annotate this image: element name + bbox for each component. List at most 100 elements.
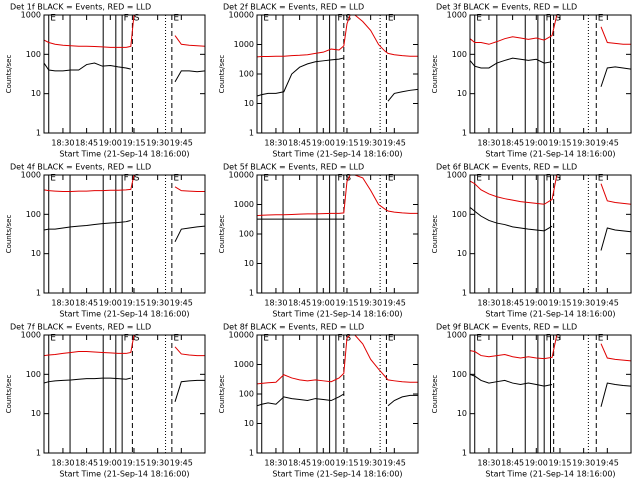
panel: Det 7f BLACK = Events, RED = LLD Counts/s… bbox=[5, 323, 206, 479]
x-tick-label: 18:45 bbox=[288, 459, 311, 468]
panel-title: Det 8f BLACK = Events, RED = LLD bbox=[223, 323, 364, 332]
event-label: S bbox=[555, 14, 561, 24]
plot-frame bbox=[43, 14, 206, 134]
x-tick-label: 19:15 bbox=[122, 299, 145, 308]
event-label: S bbox=[555, 174, 561, 184]
x-tick-label: 19:45 bbox=[596, 299, 619, 308]
x-tick-label: 18:30 bbox=[264, 299, 287, 308]
x-tick-label: 19:15 bbox=[548, 459, 571, 468]
panel: Det 9f BLACK = Events, RED = LLD Counts/s… bbox=[431, 323, 632, 479]
x-tick-label: 19:00 bbox=[525, 299, 548, 308]
y-tick-label: 100 bbox=[452, 210, 467, 219]
event-label: S bbox=[345, 14, 351, 24]
x-tick-label: 19:45 bbox=[383, 459, 406, 468]
event-label: E bbox=[263, 14, 269, 24]
event-label: F bbox=[124, 14, 129, 24]
panel: Det 1f BLACK = Events, RED = LLD Counts/s… bbox=[5, 3, 206, 159]
x-tick-label: 19:15 bbox=[335, 139, 358, 148]
series-line bbox=[470, 175, 631, 205]
series-line bbox=[257, 393, 418, 407]
y-tick-label: 10 bbox=[244, 259, 254, 268]
x-tick-label: 18:30 bbox=[51, 299, 74, 308]
series-line bbox=[44, 62, 205, 83]
x-tick-label: 19:00 bbox=[312, 459, 335, 468]
y-tick-label: 10000 bbox=[229, 11, 254, 20]
plot-frame bbox=[469, 14, 632, 134]
y-tick-label: 100 bbox=[452, 370, 467, 379]
x-tick-label: 18:45 bbox=[501, 139, 524, 148]
y-tick-label: 1 bbox=[249, 449, 254, 458]
x-axis-label: Start Time (21-Sep-14 18:16:00) bbox=[272, 470, 402, 479]
y-tick-label: 1000 bbox=[234, 200, 254, 209]
x-tick-label: 19:15 bbox=[335, 299, 358, 308]
y-tick-label: 1000 bbox=[21, 171, 41, 180]
panel-title: Det 2f BLACK = Events, RED = LLD bbox=[223, 3, 364, 12]
x-tick-label: 18:30 bbox=[264, 459, 287, 468]
x-tick-label: 19:45 bbox=[170, 459, 193, 468]
y-axis-label: Counts/sec bbox=[5, 55, 13, 94]
event-label: F bbox=[337, 14, 342, 24]
plot-frame bbox=[256, 174, 419, 294]
y-tick-label: 1000 bbox=[447, 331, 467, 340]
x-tick-label: 18:45 bbox=[75, 459, 98, 468]
x-tick-label: 19:00 bbox=[312, 299, 335, 308]
x-axis-label: Start Time (21-Sep-14 18:16:00) bbox=[59, 470, 189, 479]
y-tick-label: 1 bbox=[36, 289, 41, 298]
x-tick-label: 19:30 bbox=[146, 459, 169, 468]
event-label: E bbox=[50, 14, 56, 24]
x-tick-label: 19:30 bbox=[146, 139, 169, 148]
panel: Det 6f BLACK = Events, RED = LLD Counts/s… bbox=[431, 163, 632, 319]
x-tick-label: 19:15 bbox=[122, 139, 145, 148]
y-tick-label: 1000 bbox=[21, 331, 41, 340]
event-label: E bbox=[263, 334, 269, 344]
series-line bbox=[470, 373, 631, 407]
x-tick-label: 19:15 bbox=[548, 139, 571, 148]
plot-frame bbox=[469, 174, 632, 294]
x-tick-label: 19:00 bbox=[99, 299, 122, 308]
event-label: E bbox=[476, 14, 482, 24]
y-tick-label: 10 bbox=[31, 409, 41, 418]
event-label: S bbox=[555, 334, 561, 344]
y-tick-label: 1 bbox=[462, 449, 467, 458]
panel: Det 2f BLACK = Events, RED = LLD Counts/s… bbox=[218, 3, 419, 159]
x-tick-label: 18:45 bbox=[75, 139, 98, 148]
y-tick-label: 1 bbox=[36, 129, 41, 138]
x-tick-label: 19:45 bbox=[383, 299, 406, 308]
x-tick-label: 19:45 bbox=[596, 459, 619, 468]
x-tick-label: 19:30 bbox=[572, 459, 595, 468]
x-tick-label: 19:15 bbox=[548, 299, 571, 308]
event-label: E bbox=[598, 334, 604, 344]
y-tick-label: 10 bbox=[31, 249, 41, 258]
x-axis-label: Start Time (21-Sep-14 18:16:00) bbox=[272, 150, 402, 159]
series-line bbox=[44, 219, 205, 243]
y-tick-label: 1 bbox=[249, 129, 254, 138]
x-axis-label: Start Time (21-Sep-14 18:16:00) bbox=[59, 150, 189, 159]
event-label: E bbox=[476, 334, 482, 344]
x-tick-label: 18:30 bbox=[477, 139, 500, 148]
series-line bbox=[257, 15, 418, 58]
y-tick-label: 1000 bbox=[447, 11, 467, 20]
x-tick-label: 19:15 bbox=[122, 459, 145, 468]
x-axis-label: Start Time (21-Sep-14 18:16:00) bbox=[59, 310, 189, 319]
plot-frame bbox=[256, 14, 419, 134]
y-axis-label: Counts/sec bbox=[218, 55, 226, 94]
y-axis-label: Counts/sec bbox=[431, 375, 439, 414]
event-label: S bbox=[134, 334, 140, 344]
event-label: E bbox=[173, 14, 179, 24]
event-label: E bbox=[598, 14, 604, 24]
event-label: E bbox=[50, 334, 56, 344]
series-line bbox=[44, 377, 205, 402]
event-label: E bbox=[173, 174, 179, 184]
series-line bbox=[44, 15, 205, 48]
y-tick-label: 1 bbox=[249, 289, 254, 298]
panel-title: Det 6f BLACK = Events, RED = LLD bbox=[436, 163, 577, 172]
event-label: F bbox=[124, 334, 129, 344]
plot-frame bbox=[469, 334, 632, 454]
y-tick-label: 1000 bbox=[234, 360, 254, 369]
event-label: F bbox=[546, 334, 551, 344]
plot-frame bbox=[43, 334, 206, 454]
x-axis-label: Start Time (21-Sep-14 18:16:00) bbox=[485, 310, 615, 319]
x-tick-label: 19:00 bbox=[525, 139, 548, 148]
x-tick-label: 19:30 bbox=[146, 299, 169, 308]
panel: Det 4f BLACK = Events, RED = LLD Counts/s… bbox=[5, 163, 206, 319]
